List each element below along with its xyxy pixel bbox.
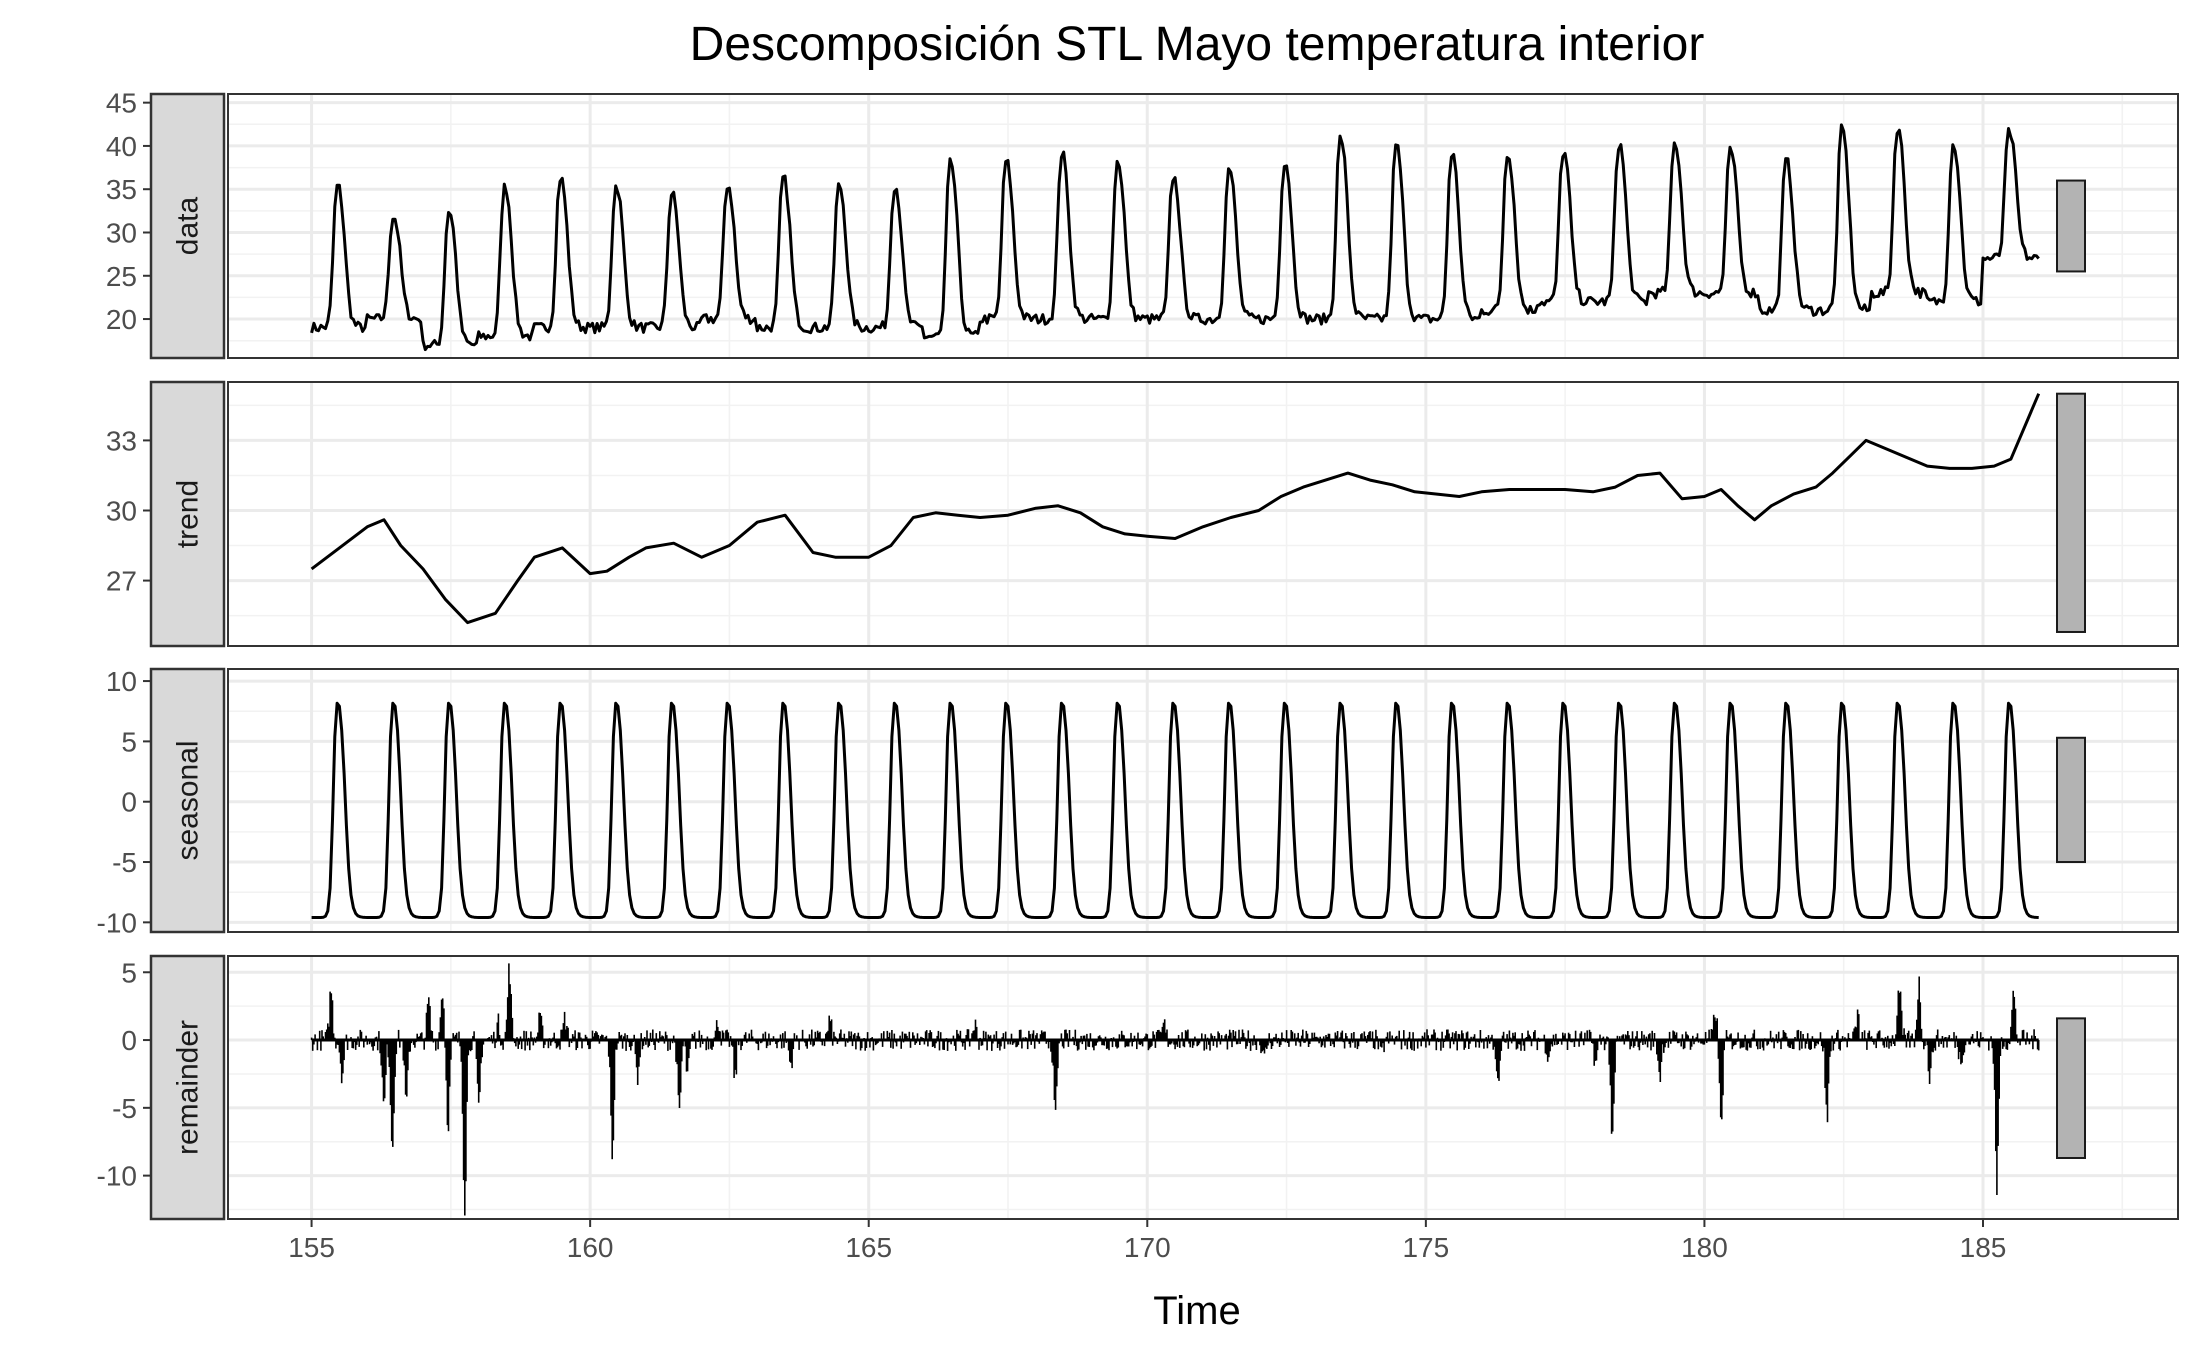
- remainder-strip-label: remainder: [172, 1020, 205, 1155]
- x-tick-label: 165: [845, 1232, 892, 1263]
- panel-border: [227, 668, 2179, 933]
- seasonal-range-bar: [2056, 736, 2086, 864]
- panel-border: [227, 93, 2179, 359]
- x-tick-label: 175: [1402, 1232, 1449, 1263]
- y-tick-label: 0: [121, 1025, 137, 1056]
- panel-grid: [228, 382, 2178, 646]
- y-tick-label: 5: [121, 726, 137, 757]
- data-strip: [149, 92, 226, 360]
- y-tick-label: 20: [106, 304, 137, 335]
- x-tick-label: 170: [1124, 1232, 1171, 1263]
- x-tick-label: 155: [288, 1232, 335, 1263]
- panel-trend: trend 27 30 33: [106, 380, 2179, 648]
- trend-range-bar: [2056, 392, 2086, 633]
- panel-background: [228, 956, 2178, 1219]
- y-tick-label: 30: [106, 495, 137, 526]
- y-tick-label: 35: [106, 174, 137, 205]
- seasonal-strip: [149, 667, 226, 934]
- y-tick-label: 30: [106, 217, 137, 248]
- y-tick-label: 27: [106, 566, 137, 597]
- y-tick-label: 0: [121, 787, 137, 818]
- y-tick-label: -5: [112, 1093, 137, 1124]
- panel-background: [228, 382, 2178, 646]
- y-tick-label: 25: [106, 261, 137, 292]
- data-strip-label: data: [172, 196, 205, 255]
- y-tick-label: -10: [97, 907, 137, 938]
- x-tick-label: 180: [1681, 1232, 1728, 1263]
- y-tick-label: -10: [97, 1161, 137, 1192]
- y-tick-label: 10: [106, 666, 137, 697]
- y-tick-label: 40: [106, 131, 137, 162]
- x-tick-label: 160: [567, 1232, 614, 1263]
- trend-strip-label: trend: [172, 480, 205, 548]
- x-axis-title: Time: [1153, 1289, 1240, 1333]
- x-tick-label: 185: [1960, 1232, 2007, 1263]
- x-axis: 155 160 165 170 175 180 185: [288, 1219, 2006, 1263]
- trend-series-line: [310, 393, 2041, 625]
- panels: data 20 25 30 35 40 45 trend 27 30 33 seasonal -10 -5…: [97, 88, 2179, 1221]
- data-range-bar: [2056, 179, 2086, 273]
- y-tick-label: -5: [112, 847, 137, 878]
- y-tick-label: 33: [106, 425, 137, 456]
- remainder-strip: [149, 954, 226, 1221]
- chart-title: Descomposición STL Mayo temperatura inte…: [690, 18, 1705, 71]
- y-tick-label: 45: [106, 88, 137, 119]
- data-series-line: [310, 123, 2040, 352]
- trend-strip: [149, 380, 226, 648]
- panel-border: [227, 955, 2179, 1220]
- panel-grid: [228, 956, 2178, 1219]
- panel-data: data 20 25 30 35 40 45: [106, 88, 2179, 360]
- panel-border: [227, 381, 2179, 647]
- remainder-range-bar: [2056, 1017, 2086, 1159]
- seasonal-strip-label: seasonal: [172, 740, 205, 860]
- seasonal-series-line: [311, 701, 2039, 919]
- y-tick-label: 5: [121, 957, 137, 988]
- panel-remainder: remainder -10 -5 0 5: [97, 954, 2179, 1221]
- panel-seasonal: seasonal -10 -5 0 5 10: [97, 666, 2179, 938]
